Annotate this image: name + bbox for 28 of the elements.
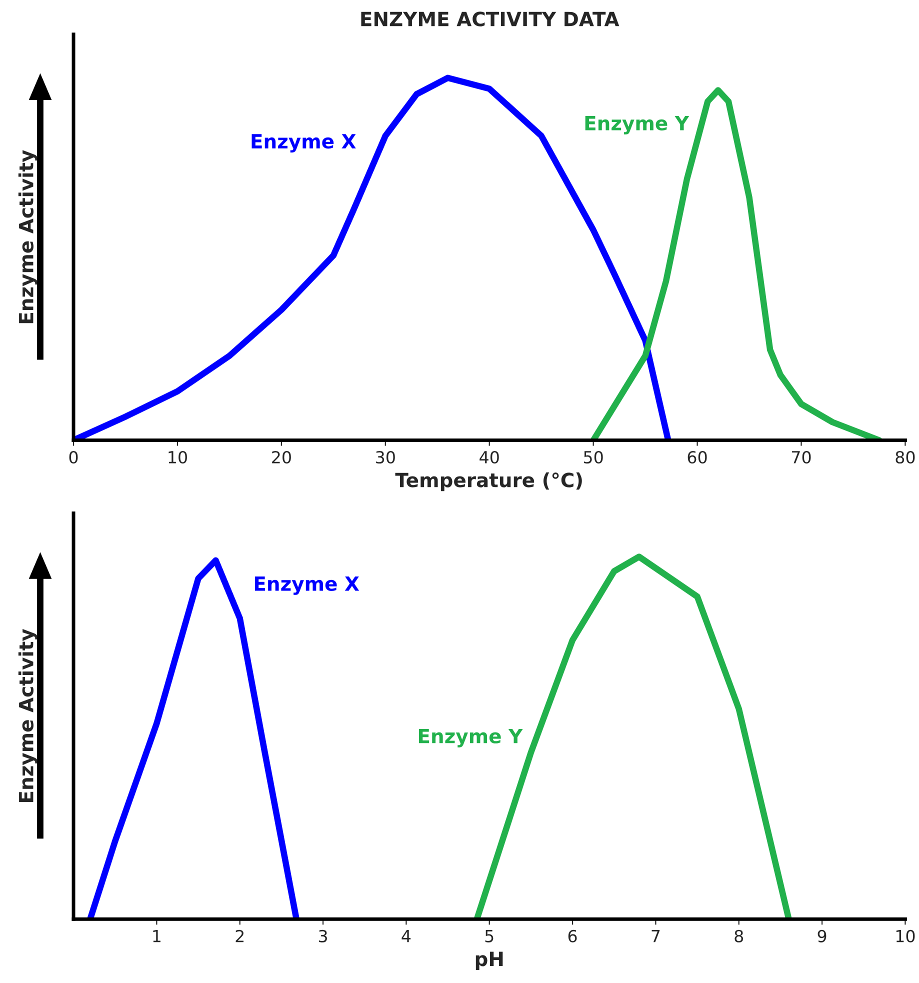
- x-tick-label: 80: [896, 450, 915, 464]
- y-axis-title: Enzyme Activity: [18, 628, 38, 802]
- x-tick-label: 10: [168, 450, 187, 464]
- y-axis-title: Enzyme Activity: [18, 150, 38, 324]
- x-tick-label: 30: [376, 450, 395, 464]
- x-tick-label: 1: [153, 930, 160, 942]
- x-tick-label: 7: [652, 930, 660, 942]
- x-tick-label: 10: [896, 930, 915, 942]
- series-label: Enzyme Y: [419, 728, 523, 748]
- x-tick-label: 3: [318, 930, 327, 942]
- x-tick-label: 4: [402, 930, 411, 942]
- x-axis-title: pH: [476, 952, 503, 970]
- x-tick-label: 8: [734, 930, 744, 942]
- x-tick-label: 5: [485, 930, 494, 942]
- series-label: Enzyme Y: [585, 116, 690, 134]
- chart-title: ENZYME ACTIVITY DATA: [361, 12, 620, 26]
- x-tick-label: 20: [272, 450, 291, 464]
- x-tick-label: 6: [568, 930, 577, 942]
- series-label: Enzyme X: [252, 134, 356, 153]
- x-tick-label: 60: [688, 450, 707, 464]
- x-tick-label: 40: [480, 450, 499, 464]
- x-tick-label: 70: [792, 450, 811, 464]
- x-tick-label: 9: [818, 930, 826, 942]
- x-tick-label: 0: [69, 450, 78, 464]
- series-label: Enzyme X: [254, 576, 360, 595]
- x-tick-label: 2: [236, 930, 244, 942]
- x-tick-label: 50: [584, 450, 603, 464]
- x-axis-title: Temperature (°C): [395, 472, 582, 492]
